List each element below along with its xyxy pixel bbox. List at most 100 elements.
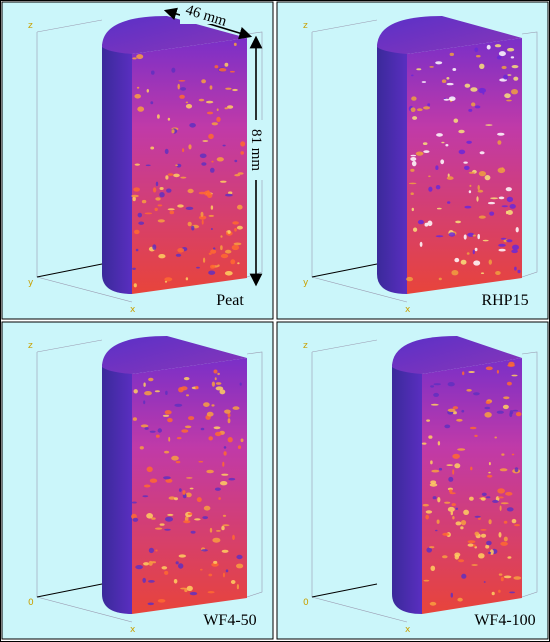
particle: [511, 89, 518, 95]
particle: [435, 235, 444, 238]
panel: z 0 x WF4-50: [1, 321, 274, 640]
sample-top: [377, 16, 522, 54]
axis-label: z: [303, 341, 308, 351]
particle: [446, 464, 453, 466]
particle: [501, 205, 508, 208]
particle: [158, 254, 166, 259]
sample-front: [132, 38, 247, 294]
particle: [208, 436, 213, 441]
panel: z y x RHP15: [276, 1, 549, 320]
particle: [505, 187, 512, 192]
particle: [427, 220, 433, 227]
particle: [162, 414, 170, 417]
particle: [196, 266, 200, 269]
particle: [208, 252, 212, 255]
particle: [503, 520, 508, 524]
particle: [489, 211, 495, 216]
particle: [515, 412, 522, 417]
axis-label: x: [405, 625, 411, 635]
particle: [157, 204, 163, 207]
particle: [466, 389, 472, 392]
particle: [239, 382, 242, 386]
particle: [236, 554, 243, 560]
particle: [430, 565, 436, 571]
sample-top: [392, 336, 522, 374]
particle: [203, 402, 210, 407]
particle: [159, 187, 164, 190]
particle: [186, 477, 193, 479]
particle: [498, 532, 502, 538]
particle: [201, 219, 204, 225]
particle: [461, 573, 467, 579]
particle: [203, 257, 206, 263]
particle: [132, 196, 136, 202]
particle: [132, 267, 136, 270]
particle: [478, 553, 485, 559]
particle: [416, 68, 422, 71]
particle: [473, 260, 481, 266]
particle: [137, 106, 145, 112]
particle: [437, 497, 441, 503]
particle: [408, 182, 417, 185]
particle: [433, 383, 441, 386]
particle: [184, 588, 188, 593]
particle: [462, 371, 465, 376]
particle: [452, 406, 459, 410]
particle: [187, 512, 193, 515]
particle: [436, 519, 440, 524]
particle: [461, 409, 465, 413]
particle: [179, 94, 185, 99]
particle: [469, 184, 472, 187]
axis-label: x: [405, 305, 411, 315]
particle: [448, 232, 456, 237]
particle: [506, 239, 513, 243]
particle: [511, 453, 515, 456]
particle: [133, 283, 137, 288]
particle: [177, 83, 180, 90]
particle: [447, 382, 455, 387]
particle: [473, 392, 480, 396]
particle: [457, 448, 466, 451]
particle: [171, 455, 179, 461]
particle: [419, 241, 423, 247]
particle: [474, 434, 478, 437]
particle: [134, 94, 141, 99]
particle: [230, 259, 236, 265]
particle: [492, 499, 499, 503]
particle: [448, 476, 454, 482]
particle: [468, 190, 472, 194]
particle: [233, 242, 242, 246]
particle: [157, 599, 166, 603]
particle: [155, 549, 158, 552]
particle: [468, 171, 475, 174]
particle: [208, 133, 214, 140]
particle: [443, 98, 450, 101]
particle: [220, 180, 227, 183]
axis-label: z: [28, 341, 33, 351]
particle: [476, 196, 479, 202]
particle: [472, 234, 476, 237]
particle: [410, 107, 416, 112]
particle: [480, 497, 486, 501]
particle: [429, 483, 438, 487]
particle: [183, 520, 191, 524]
particle: [499, 468, 508, 472]
particle: [511, 249, 518, 254]
particle: [167, 173, 174, 176]
particle: [486, 44, 491, 50]
particle: [171, 67, 176, 73]
particle: [486, 540, 492, 546]
particle: [149, 478, 158, 483]
particle: [164, 148, 169, 155]
particle: [211, 381, 215, 387]
particle: [487, 201, 496, 205]
particle: [467, 540, 476, 544]
particle: [422, 142, 428, 146]
particle: [143, 382, 146, 387]
particle: [152, 187, 157, 193]
particle: [151, 70, 155, 75]
particle: [469, 496, 474, 501]
particle: [423, 579, 430, 582]
particle: [460, 259, 467, 265]
particle: [410, 192, 414, 195]
